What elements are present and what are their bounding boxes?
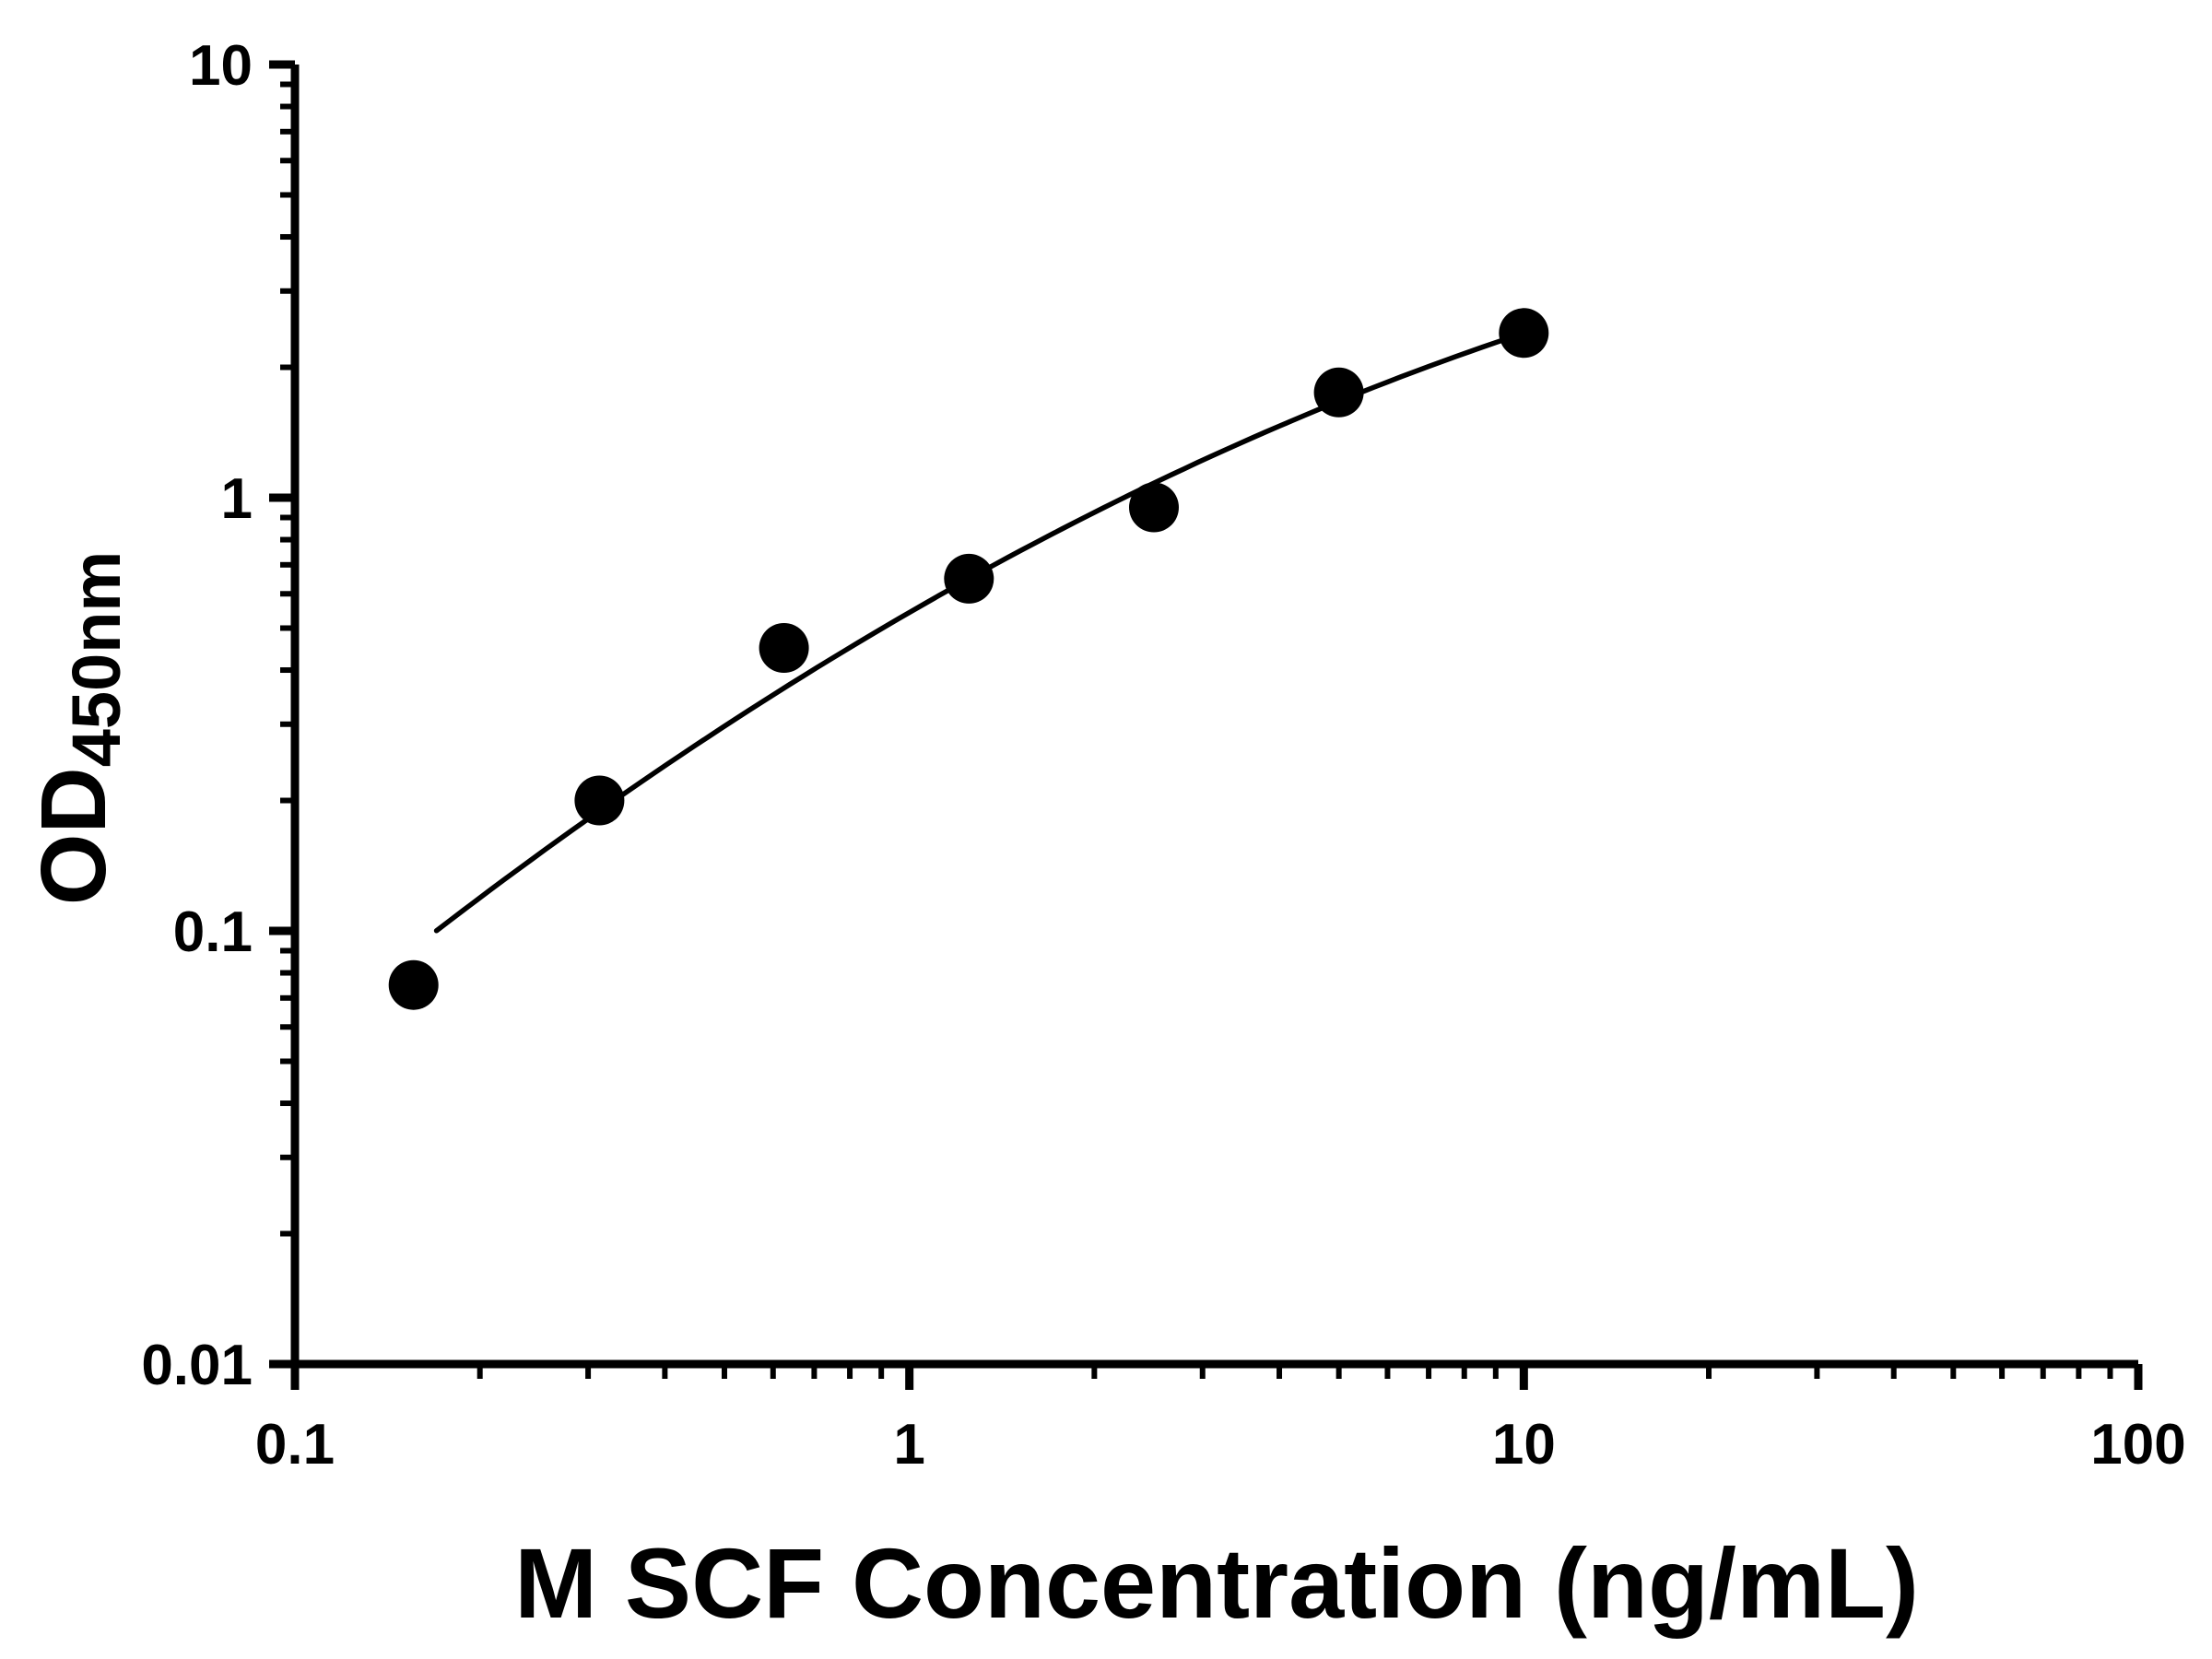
y-axis-title: OD450nm <box>21 551 135 905</box>
data-point <box>574 775 625 826</box>
y-tick-label: 0.1 <box>173 900 253 964</box>
data-point <box>1129 482 1179 533</box>
data-point <box>1313 367 1364 418</box>
y-axis-title-main: OD <box>22 767 125 906</box>
y-tick-label: 1 <box>221 467 253 531</box>
data-point <box>759 623 809 673</box>
x-tick-label: 0.1 <box>255 1413 335 1477</box>
fit-curve <box>433 330 1527 934</box>
data-point <box>944 553 994 604</box>
y-axis-title-sub: 450nm <box>58 550 135 768</box>
x-axis-title: M SCF Concentration (ng/mL) <box>514 1527 1919 1639</box>
x-tick-label: 100 <box>2090 1413 2185 1477</box>
data-point <box>388 959 439 1010</box>
x-tick-label: 1 <box>893 1413 924 1477</box>
y-tick-label: 10 <box>189 34 253 98</box>
x-tick-label: 10 <box>1492 1413 1556 1477</box>
data-point <box>1499 308 1549 359</box>
y-tick-label: 0.01 <box>141 1334 253 1397</box>
